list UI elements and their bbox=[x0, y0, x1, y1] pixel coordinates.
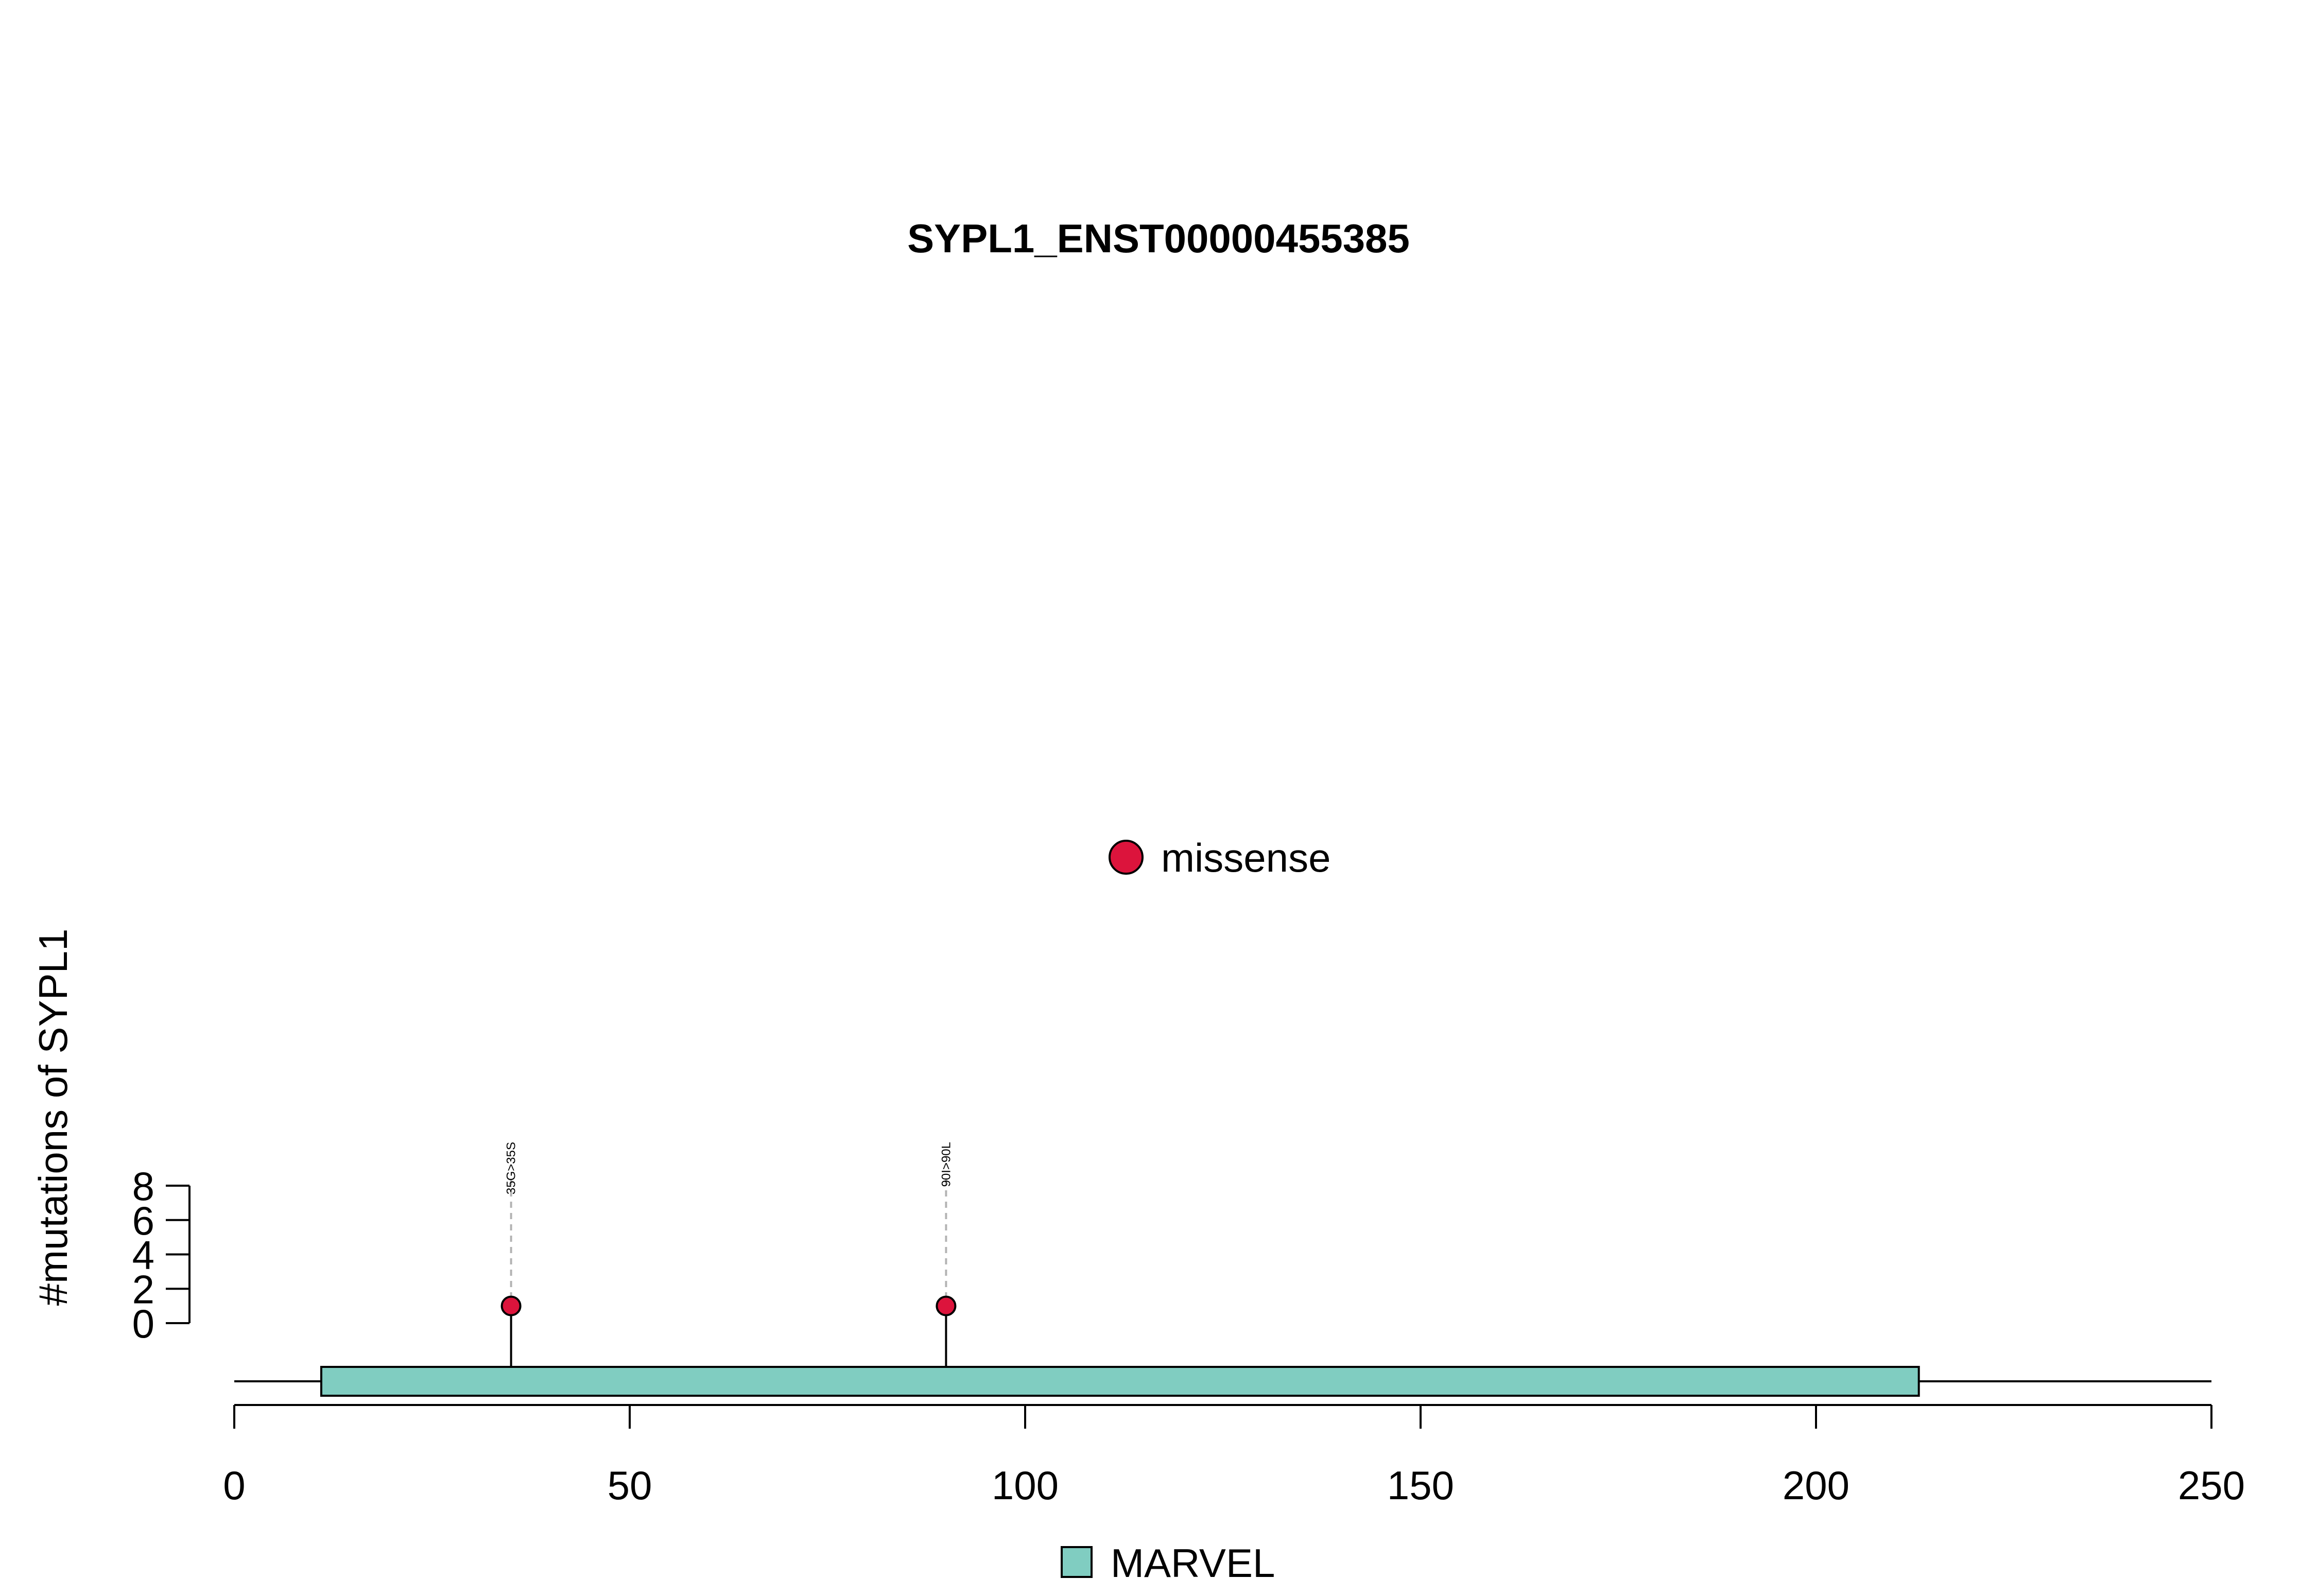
x-axis: 0 50 100 150 200 250 bbox=[223, 1404, 2245, 1508]
y-tick-label: 0 bbox=[132, 1301, 154, 1346]
legend-swatch-marvel bbox=[1061, 1546, 1093, 1578]
y-tick-label: 2 bbox=[132, 1267, 154, 1312]
legend-marker-missense bbox=[1109, 840, 1144, 875]
mutation-legend: missense bbox=[1109, 835, 1330, 880]
legend-label-marvel: MARVEL bbox=[1111, 1540, 1275, 1586]
mutation-label: 35G>35S bbox=[505, 1142, 518, 1194]
y-tick-label: 6 bbox=[132, 1198, 154, 1243]
y-tick-label: 8 bbox=[132, 1164, 154, 1209]
y-axis-label: #mutations of SYPL1 bbox=[30, 929, 76, 1306]
mutation-stems: 35G>35S 90I>90L bbox=[505, 1142, 953, 1381]
x-tick-label: 250 bbox=[2178, 1463, 2245, 1508]
x-tick-label: 0 bbox=[223, 1463, 245, 1508]
domain-legend: MARVEL bbox=[1061, 1540, 1275, 1586]
legend-label-missense: missense bbox=[1161, 835, 1330, 880]
mutation-point bbox=[936, 1295, 957, 1316]
x-tick-label: 50 bbox=[608, 1463, 652, 1508]
mutation-label: 90I>90L bbox=[939, 1142, 953, 1187]
x-tick-label: 150 bbox=[1387, 1463, 1454, 1508]
chart-title: SYPL1_ENST00000455385 bbox=[907, 216, 1410, 261]
protein-track bbox=[234, 1366, 2211, 1397]
mutation-markers bbox=[500, 1295, 957, 1316]
x-tick-label: 200 bbox=[1783, 1463, 1849, 1508]
y-tick-label: 4 bbox=[132, 1233, 154, 1278]
x-tick-label: 100 bbox=[992, 1463, 1059, 1508]
mutation-point bbox=[500, 1295, 522, 1316]
domain-marvel bbox=[320, 1366, 1920, 1397]
